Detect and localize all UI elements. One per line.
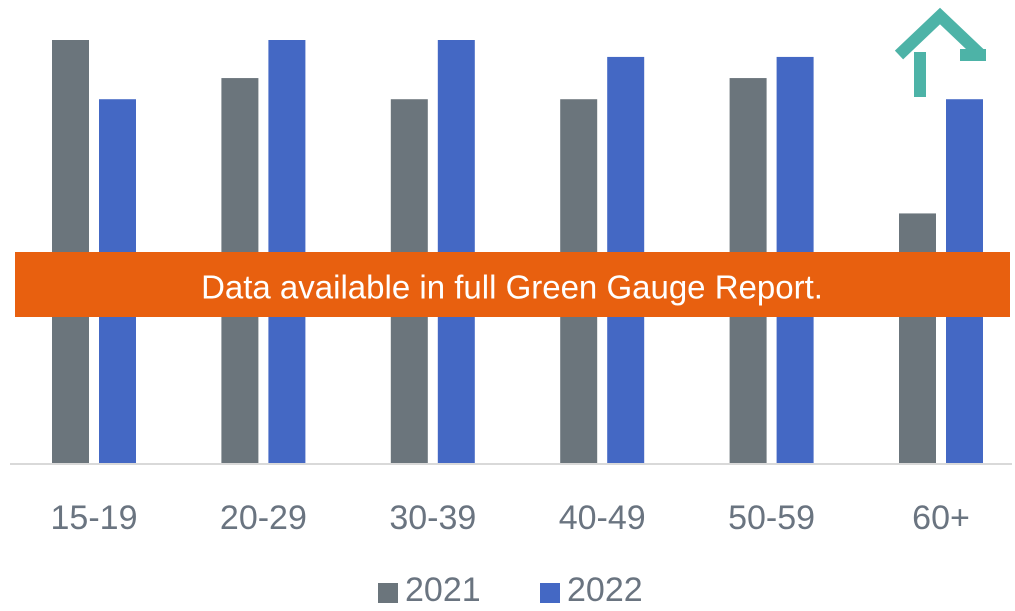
legend-swatch: [378, 583, 398, 603]
legend-swatch: [540, 583, 560, 603]
x-tick-label: 60+: [912, 499, 970, 537]
bar: [52, 40, 89, 463]
x-tick-label: 30-39: [389, 499, 476, 537]
x-tick-label: 15-19: [51, 499, 138, 537]
annotation: Data available in full Green Gauge Repor…: [201, 269, 823, 306]
legend-label: 2021: [405, 571, 481, 609]
annotation-banner: [15, 252, 1010, 317]
x-tick-label: 40-49: [559, 499, 646, 537]
bar: [899, 213, 936, 463]
logo-arrow: [894, 7, 986, 97]
x-tick-label: 20-29: [220, 499, 307, 537]
bar: [268, 40, 306, 463]
arrow-head: [894, 7, 986, 60]
bar: [437, 40, 475, 463]
x-tick-label: 50-59: [728, 499, 815, 537]
legend-label: 2022: [567, 571, 643, 609]
